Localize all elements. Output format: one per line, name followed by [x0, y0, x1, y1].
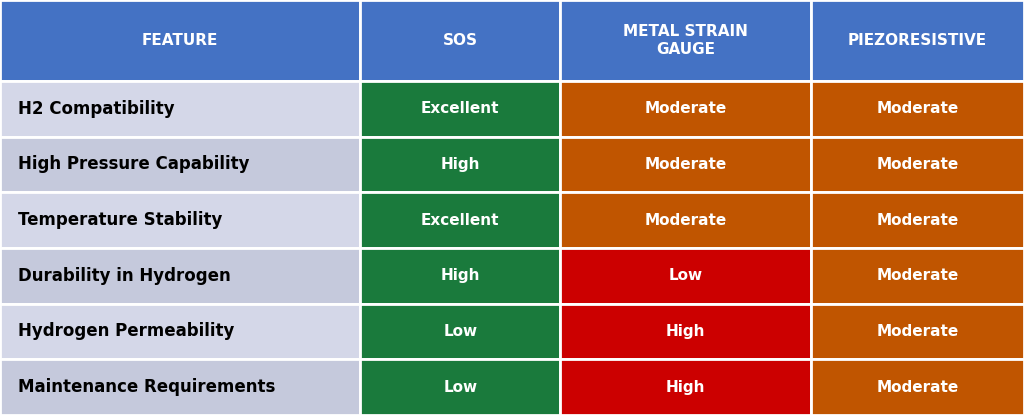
Bar	[0, 192, 360, 248]
Bar	[811, 304, 1024, 359]
Text: H2 Compatibility: H2 Compatibility	[18, 100, 175, 118]
Bar	[360, 248, 560, 304]
Text: Moderate: Moderate	[877, 269, 958, 283]
Text: High Pressure Capability: High Pressure Capability	[18, 156, 250, 173]
Bar	[811, 137, 1024, 192]
Bar	[0, 0, 360, 81]
Bar	[811, 248, 1024, 304]
Bar	[560, 304, 811, 359]
Bar	[0, 248, 360, 304]
Bar	[0, 304, 360, 359]
Text: Moderate: Moderate	[644, 212, 727, 227]
Text: METAL STRAIN
GAUGE: METAL STRAIN GAUGE	[624, 24, 748, 57]
Text: Moderate: Moderate	[877, 212, 958, 227]
Bar	[560, 0, 811, 81]
Text: Moderate: Moderate	[877, 324, 958, 339]
Text: Moderate: Moderate	[877, 380, 958, 395]
Text: SOS: SOS	[442, 33, 478, 48]
Bar	[360, 192, 560, 248]
Text: High: High	[440, 157, 480, 172]
Text: FEATURE: FEATURE	[142, 33, 218, 48]
Bar	[811, 359, 1024, 415]
Text: High: High	[666, 380, 706, 395]
Bar	[360, 81, 560, 137]
Text: Durability in Hydrogen: Durability in Hydrogen	[18, 267, 231, 285]
Bar	[560, 81, 811, 137]
Text: Hydrogen Permeability: Hydrogen Permeability	[18, 322, 234, 340]
Bar	[560, 137, 811, 192]
Bar	[0, 81, 360, 137]
Text: Low: Low	[443, 324, 477, 339]
Text: Low: Low	[669, 269, 702, 283]
Text: High: High	[666, 324, 706, 339]
Text: Excellent: Excellent	[421, 101, 500, 116]
Bar	[360, 304, 560, 359]
Bar	[560, 248, 811, 304]
Text: Moderate: Moderate	[877, 157, 958, 172]
Bar	[811, 192, 1024, 248]
Text: PIEZORESISTIVE: PIEZORESISTIVE	[848, 33, 987, 48]
Text: Excellent: Excellent	[421, 212, 500, 227]
Bar	[0, 137, 360, 192]
Text: High: High	[440, 269, 480, 283]
Bar	[360, 0, 560, 81]
Text: Moderate: Moderate	[644, 101, 727, 116]
Text: Moderate: Moderate	[877, 101, 958, 116]
Bar	[360, 137, 560, 192]
Text: Low: Low	[443, 380, 477, 395]
Bar	[560, 192, 811, 248]
Text: Moderate: Moderate	[644, 157, 727, 172]
Bar	[811, 0, 1024, 81]
Bar	[0, 359, 360, 415]
Bar	[811, 81, 1024, 137]
Bar	[360, 359, 560, 415]
Bar	[560, 359, 811, 415]
Text: Temperature Stability: Temperature Stability	[18, 211, 223, 229]
Text: Maintenance Requirements: Maintenance Requirements	[18, 378, 275, 396]
